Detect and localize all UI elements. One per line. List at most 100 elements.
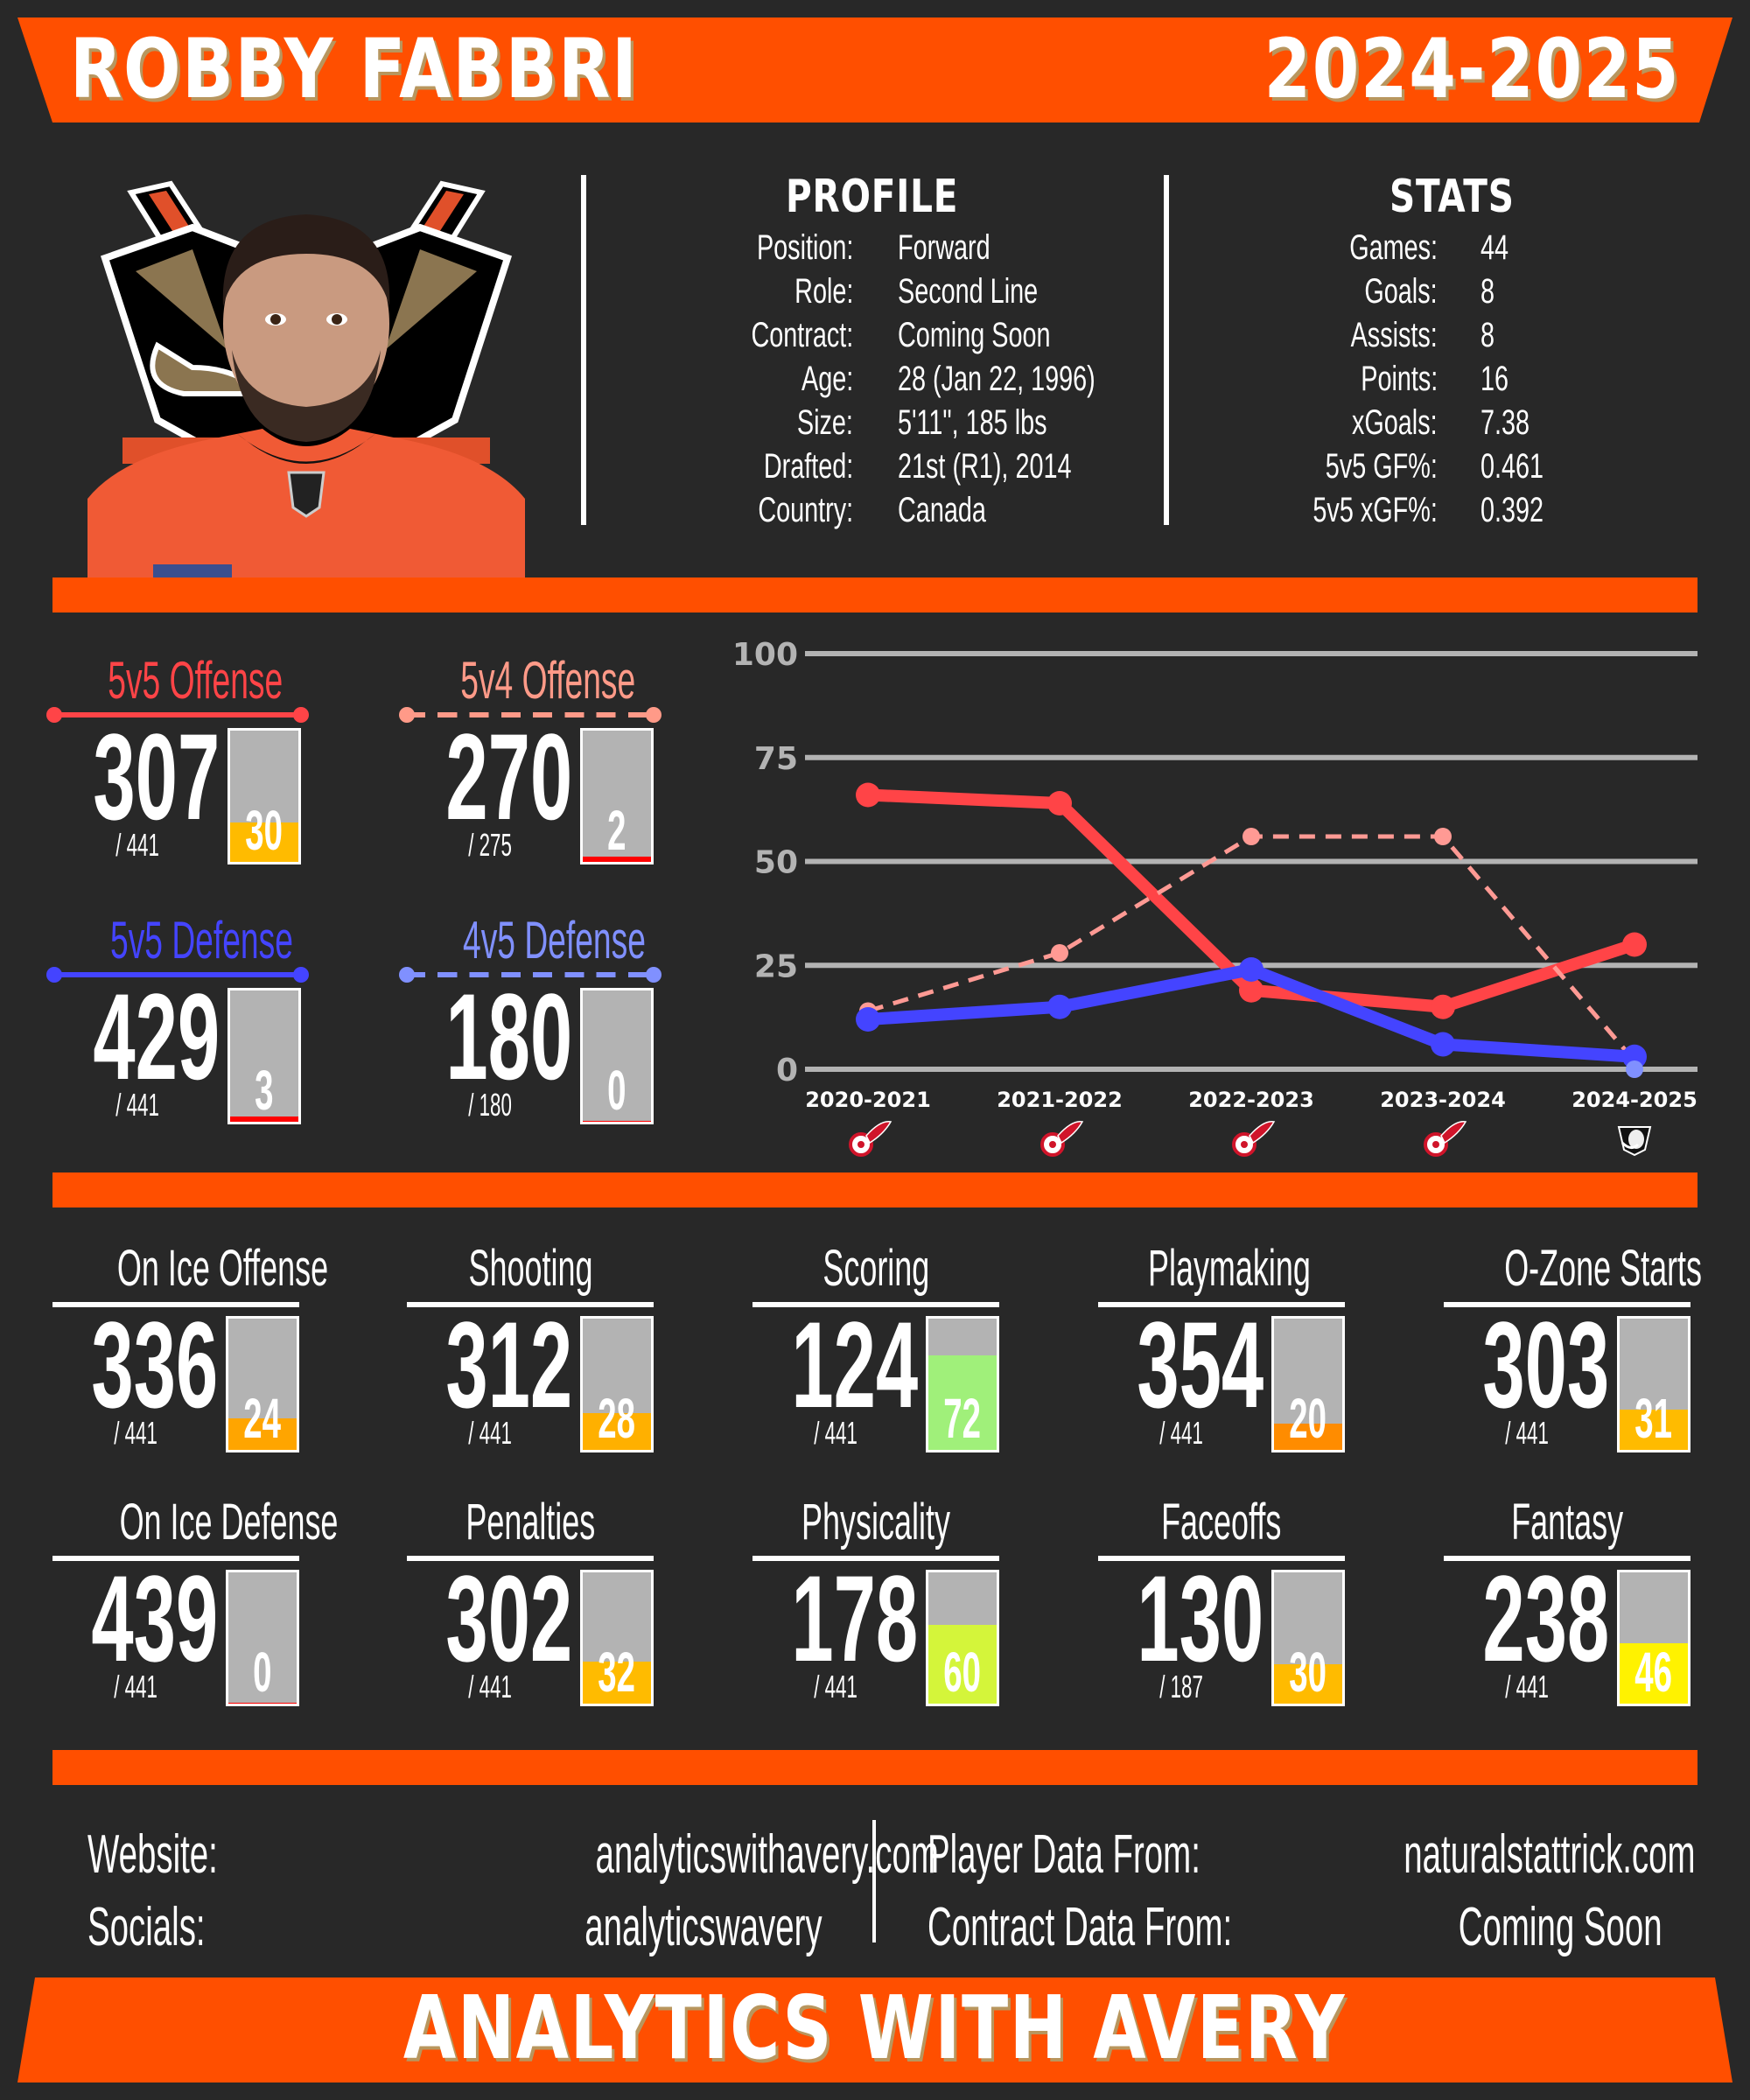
- card-title: Shooting: [468, 1240, 592, 1297]
- percentile-bar: 46: [1617, 1570, 1690, 1706]
- percentile-fill: [583, 1413, 651, 1450]
- stats-value: 0.461: [1480, 447, 1544, 486]
- rank-out-of: / 275: [468, 827, 512, 863]
- x-tick-label: 2022-2023: [1188, 1088, 1314, 1112]
- x-tick-label: 2023-2024: [1380, 1088, 1506, 1112]
- percentile-fill: [1274, 1424, 1342, 1450]
- website-link[interactable]: analyticswithavery.com: [595, 1824, 939, 1885]
- stats-value: 16: [1480, 360, 1509, 398]
- section-divider: [52, 1172, 1698, 1208]
- card-title: Playmaking: [1147, 1240, 1311, 1297]
- data-point[interactable]: [1622, 1044, 1647, 1069]
- rank-out-of: / 441: [114, 1669, 158, 1704]
- rank-value: 270: [445, 708, 573, 845]
- footer-banner: [18, 1978, 1732, 2082]
- profile-value: Canada: [898, 491, 986, 529]
- profile-label: Position:: [756, 228, 853, 267]
- profile-label: Country:: [758, 491, 853, 529]
- y-tick-label: 50: [754, 845, 798, 881]
- data-point[interactable]: [1047, 791, 1072, 816]
- percentile-fill: [583, 1662, 651, 1704]
- profile-label: Contract:: [751, 316, 853, 354]
- data-point[interactable]: [1242, 828, 1260, 845]
- percentile-bar: 3: [228, 988, 301, 1124]
- percentile-bar: 72: [926, 1316, 999, 1452]
- title-underline: [1098, 1556, 1345, 1561]
- category-card-fantasy: Fantasy 238 / 441 46: [1444, 1496, 1690, 1706]
- profile-label: Age:: [801, 360, 853, 398]
- data-point[interactable]: [1047, 994, 1072, 1019]
- title-underline: [407, 972, 654, 977]
- rank-out-of: / 441: [1159, 1415, 1203, 1451]
- percentile-value: 32: [598, 1641, 636, 1704]
- card-title: On Ice Defense: [119, 1494, 339, 1550]
- stats-label: 5v5 GF%:: [1325, 447, 1438, 486]
- footer-divider: [872, 1820, 876, 1942]
- profile-value: 21st (R1), 2014: [898, 447, 1072, 486]
- percentile-bar: 30: [1271, 1570, 1345, 1706]
- data-point[interactable]: [1626, 1060, 1643, 1078]
- card-title: Physicality: [802, 1494, 950, 1550]
- y-tick-label: 25: [754, 948, 798, 984]
- legend-dot: [646, 707, 662, 723]
- card-title: O-Zone Starts: [1504, 1240, 1703, 1297]
- category-card-physicality: Physicality 178 / 441 60: [752, 1496, 999, 1706]
- percentile-fill: [230, 822, 298, 862]
- website-label: Website:: [88, 1824, 218, 1885]
- rank-out-of: / 441: [114, 1415, 158, 1451]
- data-point[interactable]: [1239, 977, 1264, 1003]
- percentile-bar: 28: [580, 1316, 654, 1452]
- profile-value: Forward: [898, 228, 990, 267]
- stats-label: Games:: [1349, 228, 1438, 267]
- legend-dot: [293, 967, 309, 983]
- percentile-value: 30: [245, 799, 284, 862]
- data-point[interactable]: [1622, 932, 1647, 957]
- data-point[interactable]: [856, 1007, 880, 1032]
- card-title: 5v4 Offense: [460, 651, 636, 710]
- percentile-fill: [583, 1120, 651, 1122]
- legend-dot: [46, 967, 62, 983]
- percentile-value: 0: [253, 1641, 272, 1704]
- data-point[interactable]: [1051, 944, 1068, 962]
- rank-value: 354: [1137, 1296, 1264, 1433]
- rank-value: 429: [93, 968, 220, 1105]
- data-point[interactable]: [1431, 994, 1455, 1019]
- title-underline: [54, 712, 301, 718]
- percentile-value: 60: [943, 1641, 982, 1704]
- data-point[interactable]: [1434, 828, 1452, 845]
- player-photo: [88, 175, 525, 578]
- percentile-fill: [583, 857, 651, 862]
- rank-value: 238: [1482, 1550, 1610, 1687]
- rank-value: 302: [445, 1550, 573, 1687]
- data-point[interactable]: [1239, 957, 1264, 982]
- percentile-fill: [1274, 1664, 1342, 1704]
- title-underline: [52, 1556, 299, 1561]
- stats-label: xGoals:: [1352, 403, 1438, 442]
- percentile-value: 24: [243, 1387, 282, 1450]
- title-underline: [407, 1302, 654, 1307]
- stats-value: 7.38: [1480, 403, 1530, 442]
- percentile-value: 46: [1634, 1641, 1673, 1704]
- season-label: 2024-2025: [1264, 22, 1680, 117]
- x-tick-label: 2021-2022: [997, 1088, 1123, 1112]
- title-underline: [1444, 1556, 1690, 1561]
- title-underline: [52, 1302, 299, 1307]
- percentile-bar: 24: [226, 1316, 299, 1452]
- card-title: On Ice Offense: [116, 1240, 329, 1297]
- stats-value: 0.392: [1480, 491, 1544, 529]
- title-underline: [1098, 1302, 1345, 1307]
- rank-value: 307: [93, 708, 220, 845]
- rank-value: 336: [91, 1296, 219, 1433]
- socials-handle[interactable]: analyticswavery: [584, 1897, 822, 1957]
- section-divider: [52, 578, 1698, 612]
- data-point[interactable]: [1431, 1032, 1455, 1057]
- profile-value: 5'11", 185 lbs: [898, 403, 1047, 442]
- title-underline: [407, 1556, 654, 1561]
- rank-value: 303: [1482, 1296, 1610, 1433]
- profile-label: Size:: [796, 403, 853, 442]
- player-data-source[interactable]: naturalstattrick.com: [1404, 1824, 1696, 1885]
- rank-out-of: / 441: [468, 1669, 512, 1704]
- data-point[interactable]: [856, 782, 880, 808]
- stats-label: Points:: [1360, 360, 1438, 398]
